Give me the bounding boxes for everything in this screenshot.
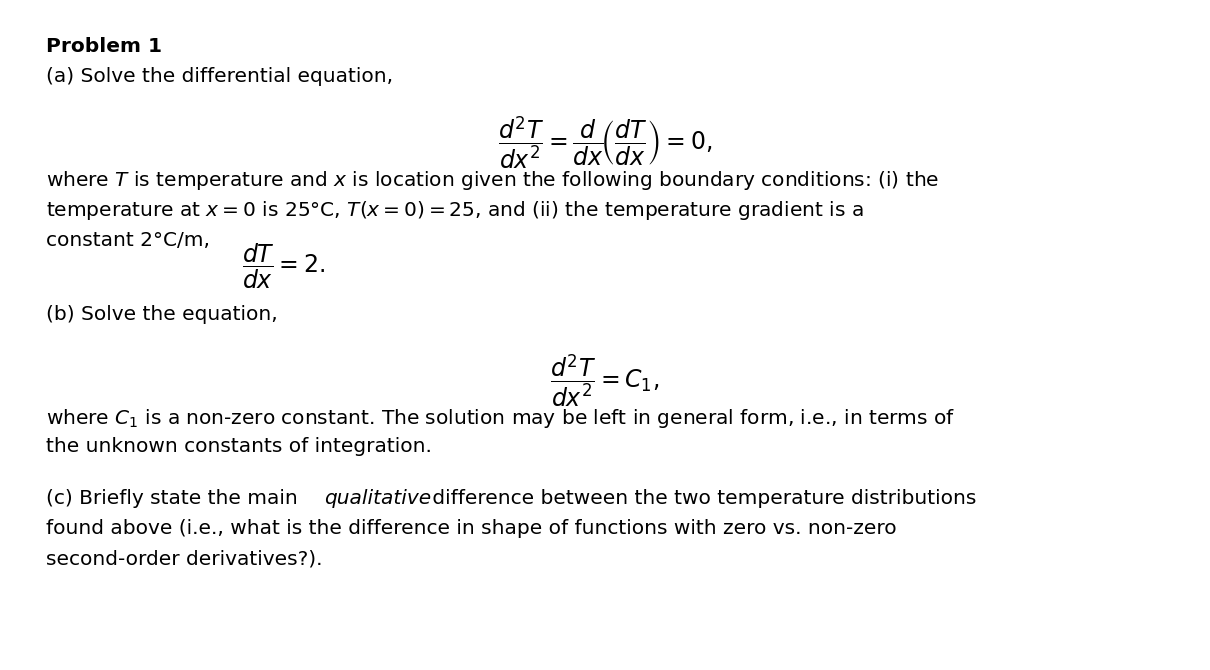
Text: $\dfrac{d^2T}{dx^2} = C_1,$: $\dfrac{d^2T}{dx^2} = C_1,$ xyxy=(551,352,659,409)
Text: the unknown constants of integration.: the unknown constants of integration. xyxy=(46,437,432,456)
Text: qualitative: qualitative xyxy=(324,489,432,508)
Text: difference between the two temperature distributions: difference between the two temperature d… xyxy=(426,489,976,508)
Text: (c) Briefly state the main: (c) Briefly state the main xyxy=(46,489,304,508)
Text: (b) Solve the equation,: (b) Solve the equation, xyxy=(46,305,278,324)
Text: second-order derivatives?).: second-order derivatives?). xyxy=(46,549,323,568)
Text: (a) Solve the differential equation,: (a) Solve the differential equation, xyxy=(46,67,393,86)
Text: $\dfrac{dT}{dx} = 2.$: $\dfrac{dT}{dx} = 2.$ xyxy=(242,241,325,291)
Text: where $T$ is temperature and $x$ is location given the following boundary condit: where $T$ is temperature and $x$ is loca… xyxy=(46,169,939,192)
Text: where $C_1$ is a non-zero constant. The solution may be left in general form, i.: where $C_1$ is a non-zero constant. The … xyxy=(46,407,955,429)
Text: found above (i.e., what is the difference in shape of functions with zero vs. no: found above (i.e., what is the differenc… xyxy=(46,519,897,538)
Text: temperature at $x = 0$ is 25°C, $T(x=0)=25$, and (ii) the temperature gradient i: temperature at $x = 0$ is 25°C, $T(x=0)=… xyxy=(46,199,864,222)
Text: Problem 1: Problem 1 xyxy=(46,37,162,56)
Text: constant 2°C/m,: constant 2°C/m, xyxy=(46,231,211,250)
Text: $\dfrac{d^2T}{dx^2} = \dfrac{d}{dx}\!\left(\dfrac{dT}{dx}\right) = 0,$: $\dfrac{d^2T}{dx^2} = \dfrac{d}{dx}\!\le… xyxy=(497,114,713,171)
